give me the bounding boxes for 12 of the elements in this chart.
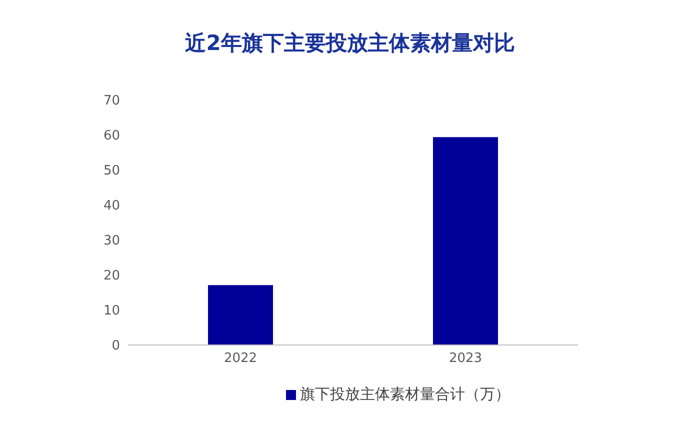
y-tick-label: 50 <box>103 164 120 179</box>
y-tick-label: 20 <box>103 268 120 284</box>
x-tick-label: 2022 <box>224 351 258 366</box>
y-tick-label: 60 <box>103 128 120 144</box>
chart-title: 近2年旗下主要投放主体素材量对比 <box>184 30 516 57</box>
y-tick-label: 70 <box>103 94 120 109</box>
y-tick-label: 30 <box>103 234 120 249</box>
x-tick-label: 2023 <box>448 351 482 366</box>
y-tick-label: 40 <box>103 198 120 214</box>
y-tick-label: 10 <box>103 304 120 319</box>
y-tick-label: 0 <box>112 338 120 354</box>
legend-label: 旗下投放主体素材量合计（万） <box>300 385 510 403</box>
